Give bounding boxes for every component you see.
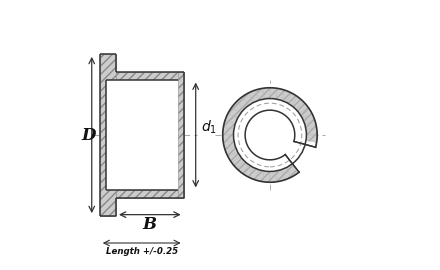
Polygon shape xyxy=(223,128,234,135)
Polygon shape xyxy=(232,102,244,114)
Polygon shape xyxy=(281,90,291,103)
Polygon shape xyxy=(270,88,277,99)
Text: B: B xyxy=(143,216,157,232)
Polygon shape xyxy=(223,120,235,129)
Polygon shape xyxy=(249,90,259,103)
Polygon shape xyxy=(228,151,241,163)
Polygon shape xyxy=(302,114,315,124)
Polygon shape xyxy=(286,164,298,177)
Polygon shape xyxy=(291,97,303,109)
Polygon shape xyxy=(263,88,270,99)
Bar xyxy=(106,80,116,190)
Bar xyxy=(100,54,116,216)
Circle shape xyxy=(234,99,306,171)
Polygon shape xyxy=(223,141,235,150)
Bar xyxy=(116,72,183,80)
Bar xyxy=(106,80,178,190)
Polygon shape xyxy=(281,167,291,180)
Polygon shape xyxy=(275,88,285,100)
Polygon shape xyxy=(270,171,277,182)
Bar xyxy=(116,190,183,198)
Polygon shape xyxy=(296,102,308,114)
Polygon shape xyxy=(306,128,317,135)
Polygon shape xyxy=(242,164,253,177)
Text: $d_1$: $d_1$ xyxy=(201,118,216,136)
Polygon shape xyxy=(225,114,238,124)
Polygon shape xyxy=(255,88,264,100)
Polygon shape xyxy=(242,93,253,106)
Polygon shape xyxy=(306,135,317,142)
Polygon shape xyxy=(249,167,259,180)
Polygon shape xyxy=(232,156,244,168)
Polygon shape xyxy=(225,146,238,156)
Text: Length +/-0.25: Length +/-0.25 xyxy=(106,247,178,256)
Polygon shape xyxy=(285,141,315,172)
Polygon shape xyxy=(228,107,241,119)
Bar xyxy=(178,72,183,198)
Polygon shape xyxy=(237,97,249,109)
Polygon shape xyxy=(255,170,264,182)
Text: D: D xyxy=(81,127,95,143)
Polygon shape xyxy=(275,170,285,182)
Polygon shape xyxy=(286,93,298,106)
Polygon shape xyxy=(237,161,249,173)
Polygon shape xyxy=(300,107,312,119)
Polygon shape xyxy=(304,120,317,129)
Polygon shape xyxy=(263,171,270,182)
Polygon shape xyxy=(223,135,234,142)
